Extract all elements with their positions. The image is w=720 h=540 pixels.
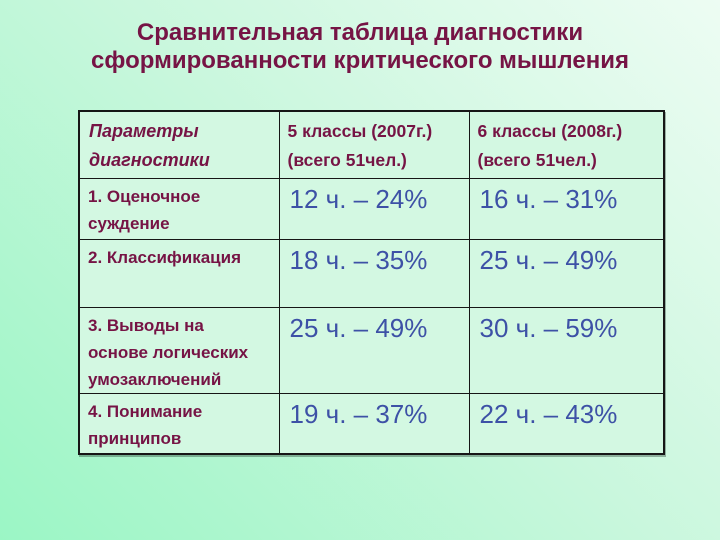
diagnostics-comparison-table: Параметры диагностики 5 классы (2007г.) … bbox=[78, 110, 665, 455]
value-cell-2008: 22 ч. – 43% bbox=[468, 393, 665, 455]
table-row: 1. Оценочное суждение 12 ч. – 24% 16 ч. … bbox=[78, 178, 665, 240]
param-cell: 2. Классификация bbox=[78, 239, 280, 308]
param-cell: 1. Оценочное суждение bbox=[78, 178, 280, 240]
value-cell-2007: 18 ч. – 35% bbox=[278, 239, 470, 308]
header-cell-parameters: Параметры диагностики bbox=[78, 110, 280, 179]
header-cell-class6-2008: 6 классы (2008г.) (всего 51чел.) bbox=[468, 110, 665, 179]
value-cell-2007: 25 ч. – 49% bbox=[278, 307, 470, 394]
header-cell-class5-2007: 5 классы (2007г.) (всего 51чел.) bbox=[278, 110, 470, 179]
param-cell: 3. Выводы на основе логических умозаключ… bbox=[78, 307, 280, 394]
value-cell-2008: 30 ч. – 59% bbox=[468, 307, 665, 394]
table-row: 4. Понимание принципов 19 ч. – 37% 22 ч.… bbox=[78, 393, 665, 455]
table-row: 2. Классификация 18 ч. – 35% 25 ч. – 49% bbox=[78, 239, 665, 308]
table-header-row: Параметры диагностики 5 классы (2007г.) … bbox=[78, 110, 665, 179]
value-cell-2008: 16 ч. – 31% bbox=[468, 178, 665, 240]
value-cell-2007: 12 ч. – 24% bbox=[278, 178, 470, 240]
param-cell: 4. Понимание принципов bbox=[78, 393, 280, 455]
slide-title: Сравнительная таблица диагностики сформи… bbox=[91, 19, 629, 74]
value-cell-2008: 25 ч. – 49% bbox=[468, 239, 665, 308]
value-cell-2007: 19 ч. – 37% bbox=[278, 393, 470, 455]
table-row: 3. Выводы на основе логических умозаключ… bbox=[78, 307, 665, 394]
